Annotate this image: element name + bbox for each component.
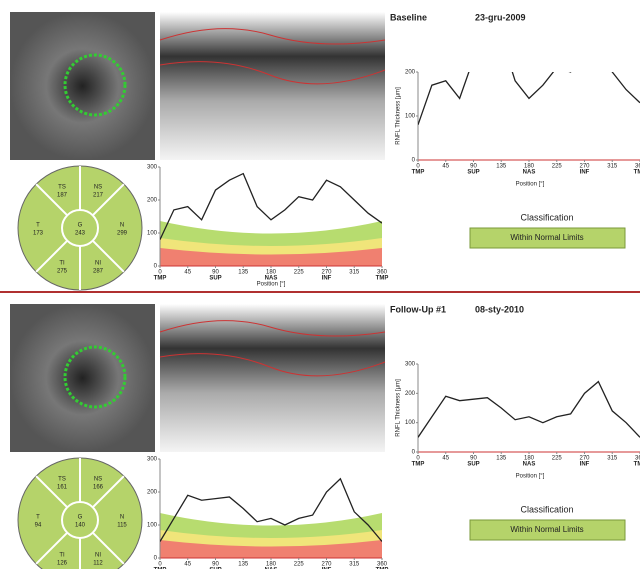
classification-label: Classification [520,504,573,514]
x-tick-label: 135 [496,456,507,462]
thickness-line [418,382,640,438]
y-tick-label: 200 [405,70,416,76]
position-label: NAS [523,462,536,468]
sector-name: G [78,515,83,521]
sector-name: NS [94,477,102,483]
sector-name: TS [58,477,66,483]
classification-label: Classification [520,212,573,222]
x-tick-label: 45 [442,164,449,170]
sector-name: TI [59,553,65,559]
x-tick-label: 315 [607,456,618,462]
position-label: TMP [412,170,425,176]
y-tick-label: 100 [405,114,416,120]
x-tick-label: 135 [238,270,249,276]
y-tick-label: 100 [405,420,416,426]
sector-name: NI [95,553,101,559]
y-tick-label: 200 [147,490,158,496]
sector-value: 287 [93,269,104,275]
sector-name: T [36,223,40,229]
y-tick-label: 300 [147,457,158,463]
position-label: INF [322,276,332,282]
position-label: TMP [412,462,425,468]
position-label: SUP [467,170,479,176]
header-title: Follow-Up #1 [390,304,446,314]
sector-value: 243 [75,231,86,237]
b-scan [160,12,385,160]
fundus-image [10,12,155,160]
x-tick-label: 315 [349,270,360,276]
position-label: TMP [376,276,389,282]
position-label: TMP [634,462,640,468]
x-tick-label: 45 [184,270,191,276]
y-tick-label: 0 [154,556,158,562]
y-tick-label: 200 [147,198,158,204]
sector-value: 94 [35,523,42,529]
sector-name: G [78,223,83,229]
sector-value: 187 [57,193,68,199]
x-tick-label: 315 [607,164,618,170]
sector-value: 166 [93,485,104,491]
sector-value: 217 [93,193,104,199]
sector-name: N [120,223,124,229]
x-tick-label: 135 [496,164,507,170]
position-label: SUP [467,462,479,468]
sector-value: 173 [33,231,44,237]
x-tick-label: 225 [552,164,563,170]
x-axis-label: Position [°] [516,182,545,188]
sector-name: N [120,515,124,521]
sector-name: NS [94,185,102,191]
position-label: INF [580,170,590,176]
sector-value: 161 [57,485,68,491]
sector-value: 299 [117,231,128,237]
header-date: 08-sty-2010 [475,304,524,314]
x-tick-label: 225 [552,456,563,462]
x-tick-label: 135 [238,562,249,568]
sector-value: 275 [57,269,68,275]
x-tick-label: 225 [294,270,305,276]
x-tick-label: 315 [349,562,360,568]
x-tick-label: 45 [184,562,191,568]
x-axis-label: Position [°] [516,474,545,480]
position-label: SUP [209,276,221,282]
position-label: TMP [634,170,640,176]
y-axis-label: RNFL Thickness [µm] [396,87,402,145]
sector-value: 126 [57,561,68,567]
sector-value: 115 [117,523,127,529]
sector-name: T [36,515,40,521]
classification-result: Within Normal Limits [510,525,583,534]
sector-value: 140 [75,523,86,529]
header-date: 23-gru-2009 [475,12,526,22]
y-tick-label: 100 [147,523,158,529]
x-tick-label: 45 [442,456,449,462]
position-label: INF [580,462,590,468]
position-label: NAS [523,170,536,176]
sector-name: TS [58,185,66,191]
y-tick-label: 100 [147,231,158,237]
y-axis-label: RNFL Thickness [µm] [396,379,402,437]
thickness-line [418,37,640,125]
oct-report: Baseline 23-gru-2009 187 TS 217 NS 173 T 243 G 299… [0,0,640,569]
b-scan [160,304,385,452]
y-tick-label: 200 [405,391,416,397]
y-tick-label: 0 [412,450,416,456]
x-axis-label: Position [°] [257,282,286,288]
y-tick-label: 0 [154,264,158,270]
position-label: TMP [154,276,167,282]
classification-result: Within Normal Limits [510,233,583,242]
sector-value: 112 [93,561,103,567]
sector-name: TI [59,261,65,267]
y-tick-label: 300 [147,165,158,171]
header-title: Baseline [390,12,427,22]
sector-name: NI [95,261,101,267]
y-tick-label: 0 [412,158,416,164]
y-tick-label: 300 [405,362,416,368]
x-tick-label: 225 [294,562,305,568]
fundus-image [10,304,155,452]
